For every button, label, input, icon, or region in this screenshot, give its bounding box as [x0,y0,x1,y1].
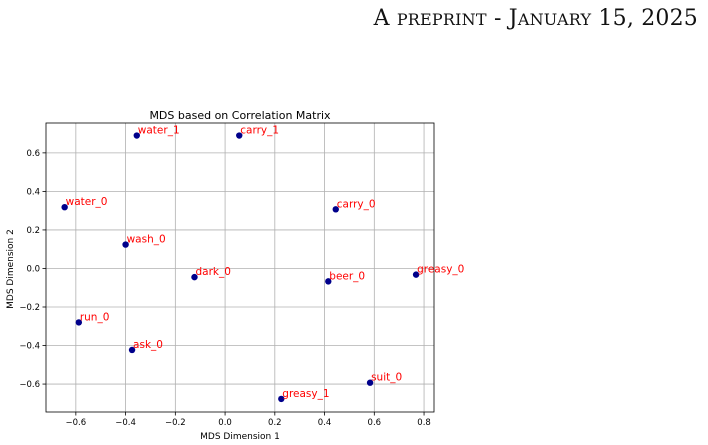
point-label: carry_0 [337,198,376,210]
y-tick-label: −0.2 [19,303,40,313]
x-tick-label: −0.2 [165,418,186,428]
data-point [75,319,83,326]
point-label: water_0 [66,196,108,208]
header-part-0: A [373,6,397,31]
y-tick-label: −0.4 [19,342,40,352]
y-tick-label: 0.4 [26,187,40,197]
point-label: beer_0 [329,270,365,282]
header-part-5: 15, 2025 [591,6,698,31]
x-tick-label: 0.8 [417,418,431,428]
point-label: dark_0 [195,266,230,278]
data-point [412,271,420,278]
data-points [61,132,420,403]
data-point [236,132,243,139]
data-point [128,346,136,354]
axis-ticks: −0.6 −0.4 −0.2 0.0 0.2 0.4 0.6 0.8 −0.6 −0.4 −0.2 0… [19,149,430,428]
data-point [278,395,285,403]
data-point [325,278,332,285]
x-tick-label: 0.4 [318,418,332,428]
header-part-2: - [486,6,509,31]
y-axis-label: MDS Dimension 2 [6,229,16,309]
data-point [133,132,140,139]
data-point [61,203,68,211]
point-label: greasy_1 [282,388,329,400]
point-labels: water_1 carry_1 water_0 carry_0 wash_0 dark_0… [66,125,465,400]
header-part-3: J [508,6,518,31]
y-tick-label: −0.6 [19,380,40,390]
x-tick-label: 0.2 [268,418,282,428]
chart-title: MDS based on Correlation Matrix [149,109,331,122]
point-label: run_0 [80,311,110,323]
point-label: suit_0 [371,372,402,384]
x-axis-label: MDS Dimension 1 [200,432,280,442]
data-point [191,273,198,281]
point-label: carry_1 [240,125,279,137]
point-label: ask_0 [133,339,163,351]
x-tick-label: −0.6 [66,418,87,428]
x-tick-label: −0.4 [115,418,136,428]
plot-area-frame [45,122,435,413]
y-tick-label: 0.2 [26,226,40,236]
page-header: A PREPRINT - JANUARY 15, 2025 [374,6,698,31]
y-tick-label: 0.6 [26,149,40,159]
x-tick-label: 0.6 [368,418,382,428]
point-label: wash_0 [127,234,166,246]
header-part-4: ANUARY [517,10,592,29]
grid-lines [46,123,434,412]
data-point [366,379,374,386]
point-label: water_1 [138,125,180,137]
y-tick-label: 0.0 [26,264,40,274]
header-part-1: PREPRINT [396,10,487,29]
data-point [122,241,129,248]
point-label: greasy_0 [417,264,464,276]
data-point [332,206,339,213]
x-tick-label: 0.0 [218,418,232,428]
